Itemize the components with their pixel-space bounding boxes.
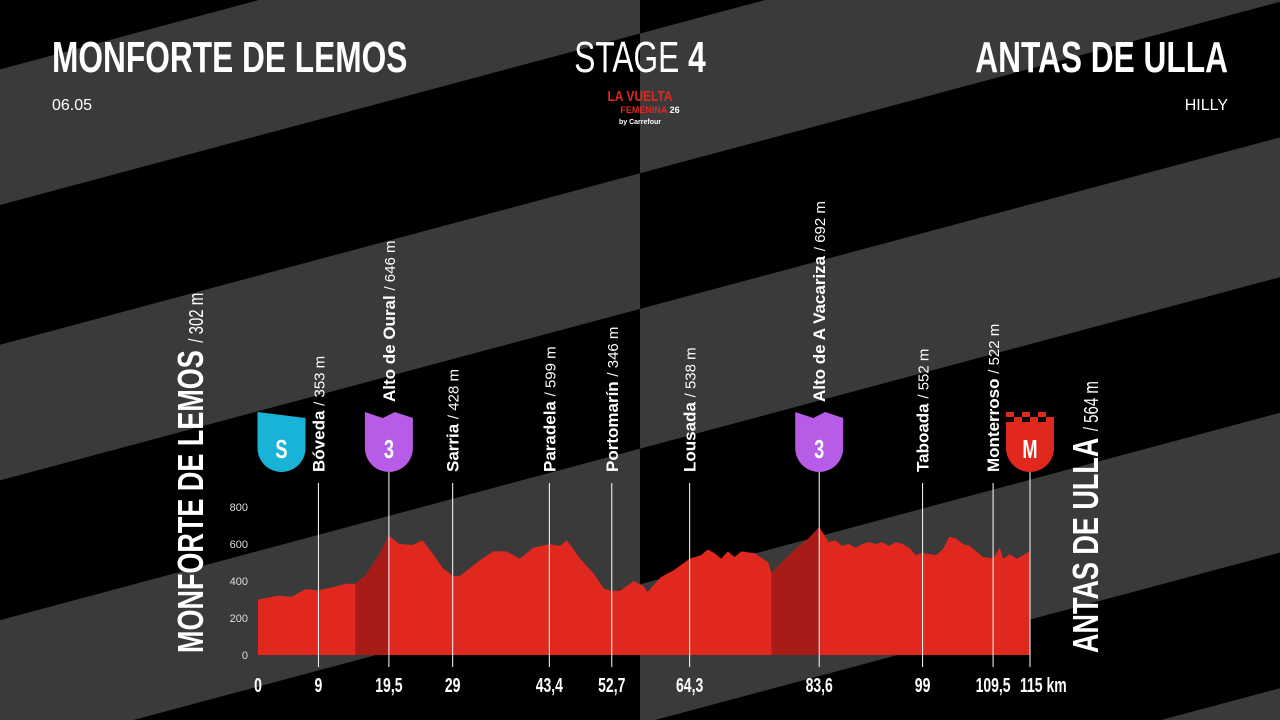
badge-label: S xyxy=(275,435,287,464)
waypoint-elevation: / 692 m xyxy=(812,201,829,251)
y-tick-label: 200 xyxy=(230,613,248,625)
waypoint-elevation: / 428 m xyxy=(446,369,463,419)
finish-marker: M xyxy=(1006,412,1054,472)
x-tick-label: 29 xyxy=(445,673,461,696)
waypoint-elevation: / 522 m xyxy=(986,324,1003,374)
waypoint-label: Bóveda / 353 m xyxy=(309,356,328,472)
x-tick-label: 9 xyxy=(315,673,323,696)
elevation-profile-area xyxy=(258,527,1030,655)
waypoint-elevation: / 346 m xyxy=(605,327,622,377)
y-tick-label: 600 xyxy=(230,539,248,551)
climb-shade-2 xyxy=(771,526,820,655)
badge-label: M xyxy=(1022,435,1037,464)
y-tick-label: 0 xyxy=(242,650,248,662)
logo-line1: LA VUELTA xyxy=(607,88,672,105)
flag-icon xyxy=(257,412,306,422)
waypoint-name: Portomarín xyxy=(603,377,622,472)
checkered-flag-icon xyxy=(1006,412,1014,417)
x-tick-label: 52,7 xyxy=(598,673,625,696)
finish-city-title: ANTAS DE ULLA xyxy=(975,33,1228,82)
start-label: MONFORTE DE LEMOS / 302 m xyxy=(170,293,211,653)
logo-line2: FEMENINA 26 xyxy=(620,105,679,115)
waypoint-name: Lousada xyxy=(681,397,700,472)
badge-label: 3 xyxy=(384,435,394,464)
x-tick-label: 99 xyxy=(915,673,931,696)
x-tick-label: 43,4 xyxy=(536,673,564,696)
kom-badge-shape xyxy=(795,422,844,472)
waypoint-label: Sarria / 428 m xyxy=(444,369,463,472)
badge-label: 3 xyxy=(814,435,824,464)
x-tick-label: 64,3 xyxy=(676,673,703,696)
stage-date: 06.05 xyxy=(52,97,92,114)
waypoint-name: Taboada xyxy=(914,399,933,472)
logo-femenina: FEMENINA xyxy=(620,105,668,115)
x-tick-label: 19,5 xyxy=(375,673,403,696)
checkered-flag-icon xyxy=(1038,412,1046,417)
sprint-badge-shape xyxy=(257,422,306,472)
waypoint-label: Portomarín / 346 m xyxy=(603,327,622,472)
checkered-flag-icon xyxy=(1014,417,1022,422)
waypoint-label: Lousada / 538 m xyxy=(681,347,700,472)
sprint-marker: S xyxy=(257,412,306,472)
waypoint-label: Alto de Oural / 646 m xyxy=(380,241,399,403)
kom-marker: 3 xyxy=(364,412,413,472)
x-tick-label: 115 km xyxy=(1020,673,1067,696)
start-label-city: MONFORTE DE LEMOS xyxy=(170,343,211,653)
finish-label: ANTAS DE ULLA / 564 m xyxy=(1065,381,1106,653)
start-label-elevation: / 302 m xyxy=(185,293,208,343)
waypoint-name: Sarria xyxy=(444,419,463,472)
checkered-flag-icon xyxy=(1046,417,1054,422)
stage-type: HILLY xyxy=(1185,97,1229,114)
waypoint-elevation: / 552 m xyxy=(916,349,933,399)
checkered-flag-icon xyxy=(1030,417,1038,422)
climb-shade-1 xyxy=(355,535,389,655)
finish-badge-shape xyxy=(1006,422,1054,472)
waypoint-name: Bóveda xyxy=(309,406,328,472)
waypoint-elevation: / 599 m xyxy=(542,346,559,396)
stage-number: 4 xyxy=(688,33,706,82)
checkered-flag-icon xyxy=(1022,412,1030,417)
waypoint-elevation: / 353 m xyxy=(311,356,328,406)
la-vuelta-logo: LA VUELTA FEMENINA 26 by Carrefour xyxy=(607,88,679,126)
waypoint-name: Alto de Oural xyxy=(380,291,399,402)
finish-label-city: ANTAS DE ULLA xyxy=(1065,431,1106,653)
waypoint-name: Alto de A Vacariza xyxy=(810,251,829,402)
waypoint-name: Paradela xyxy=(540,396,559,472)
stage-number-title: STAGE 4 xyxy=(574,33,706,82)
kom-badge-shape xyxy=(364,422,413,472)
y-tick-label: 800 xyxy=(230,502,248,514)
waypoint-label: Taboada / 552 m xyxy=(914,349,933,472)
waypoint-elevation: / 538 m xyxy=(683,347,700,397)
x-tick-label: 83,6 xyxy=(806,673,833,696)
logo-sponsor: by Carrefour xyxy=(619,119,661,126)
mountain-icon xyxy=(364,412,413,422)
finish-label-elevation: / 564 m xyxy=(1080,381,1103,431)
waypoint-label: Alto de A Vacariza / 692 m xyxy=(810,201,829,402)
y-tick-label: 400 xyxy=(230,576,248,588)
logo-year: 26 xyxy=(670,105,680,115)
waypoint-name: Monterroso xyxy=(984,374,1003,472)
start-city-title: MONFORTE DE LEMOS xyxy=(52,33,407,82)
mountain-icon xyxy=(795,412,844,422)
x-tick-label: 0 xyxy=(254,673,262,696)
waypoint-label: Monterroso / 522 m xyxy=(984,324,1003,472)
waypoint-label: Paradela / 599 m xyxy=(540,346,559,472)
x-tick-label: 109,5 xyxy=(976,673,1011,696)
waypoint-elevation: / 646 m xyxy=(382,241,399,291)
stage-word: STAGE xyxy=(574,33,679,82)
kom-marker: 3 xyxy=(795,412,844,472)
